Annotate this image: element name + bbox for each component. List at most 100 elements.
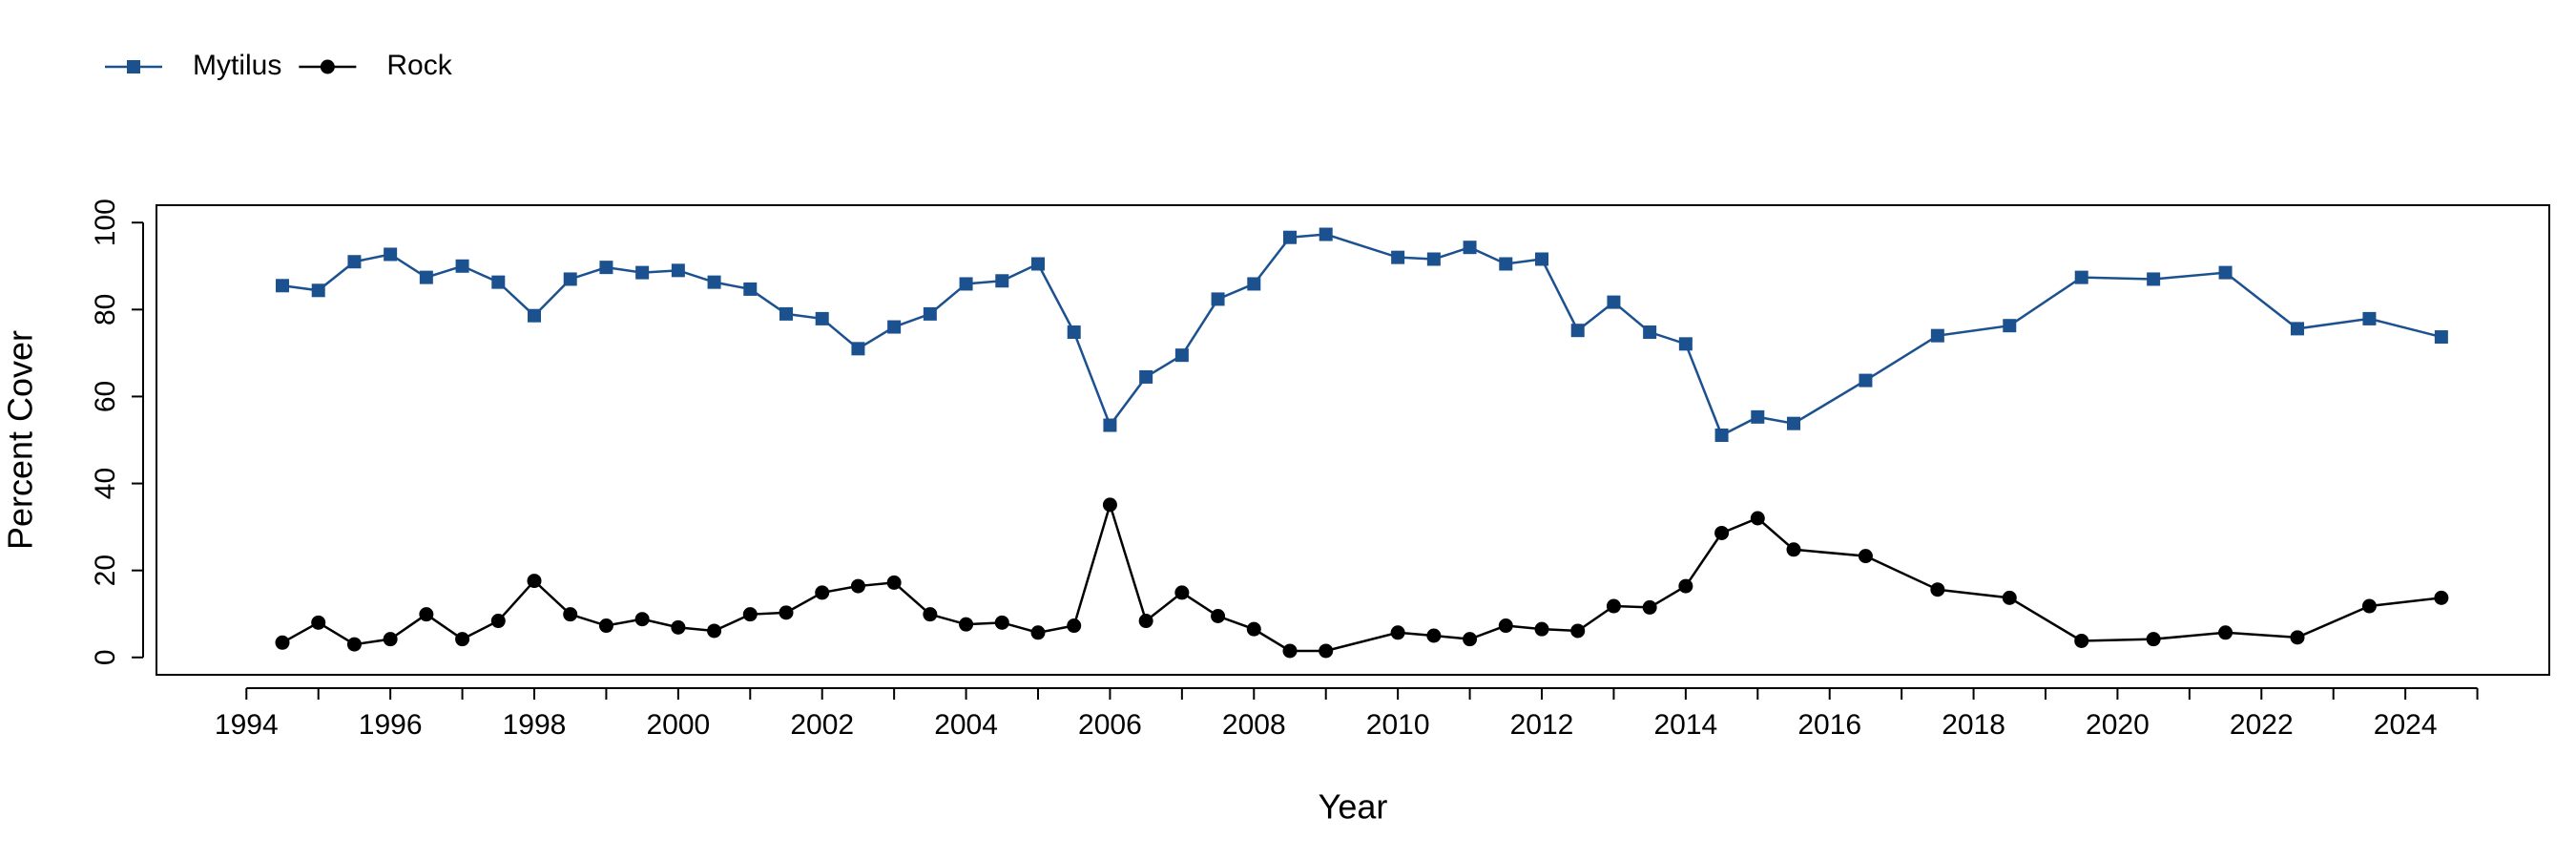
data-point [707, 623, 722, 639]
plot-frame [156, 204, 2550, 676]
data-point [1283, 230, 1297, 244]
data-point [887, 320, 902, 334]
data-point [383, 632, 398, 647]
data-point [491, 275, 506, 289]
data-point [994, 615, 1009, 630]
data-point [276, 279, 289, 293]
data-point [1751, 409, 1765, 424]
data-point [1138, 614, 1153, 629]
data-point [851, 342, 865, 356]
data-point [779, 605, 794, 620]
data-point [995, 274, 1009, 288]
y-tick-label: 100 [90, 199, 121, 246]
data-point [923, 306, 937, 321]
data-point [2290, 630, 2305, 645]
data-point [455, 259, 469, 273]
x-tick-label: 2004 [934, 709, 998, 741]
data-point [2074, 633, 2089, 648]
data-point [1067, 325, 1081, 340]
legend-label: Mytilus [193, 50, 281, 81]
x-tick-label: 2006 [1078, 709, 1142, 741]
x-tick-label: 2016 [1797, 709, 1861, 741]
data-point [1139, 369, 1153, 384]
data-point [598, 618, 613, 634]
data-point [815, 585, 830, 600]
data-point [419, 270, 433, 284]
x-tick-label: 2000 [646, 709, 710, 741]
data-point [1535, 252, 1548, 266]
data-point [599, 261, 613, 275]
data-point [2002, 590, 2017, 605]
data-point [1714, 525, 1730, 540]
data-point [1103, 418, 1117, 432]
x-tick-label: 2018 [1942, 709, 2005, 741]
data-point [1031, 257, 1045, 271]
data-point [1067, 618, 1082, 634]
data-point [1174, 348, 1189, 363]
data-point [850, 578, 865, 594]
data-point [2434, 590, 2449, 605]
y-tick-label: 40 [90, 468, 121, 499]
data-point [528, 308, 541, 323]
data-point [1319, 643, 1334, 659]
data-point [1211, 609, 1226, 623]
data-point [635, 265, 650, 280]
data-point [347, 255, 362, 269]
data-point [1498, 618, 1513, 634]
data-point [1390, 625, 1405, 640]
data-point [527, 574, 542, 589]
x-tick-label: 1994 [215, 709, 279, 741]
data-point [634, 612, 650, 627]
y-tick-label: 60 [90, 381, 121, 412]
data-point [1282, 643, 1298, 659]
data-point [2362, 311, 2377, 325]
data-point [2147, 272, 2161, 286]
data-point [384, 247, 398, 262]
data-point [1391, 250, 1405, 264]
data-point [1426, 252, 1441, 266]
x-tick-label: 2002 [790, 709, 854, 741]
data-point [1714, 428, 1729, 442]
data-point [2434, 330, 2448, 345]
data-point [1211, 292, 1225, 306]
data-point [1786, 542, 1801, 557]
x-tick-label: 2022 [2230, 709, 2294, 741]
data-point [1570, 623, 1586, 639]
data-point [1930, 582, 1945, 597]
x-tick-label: 2010 [1366, 709, 1430, 741]
x-tick-label: 2008 [1222, 709, 1286, 741]
data-point [563, 272, 577, 286]
x-tick-label: 1996 [359, 709, 423, 741]
data-point [815, 311, 829, 325]
legend-marker [127, 60, 140, 73]
data-point [1787, 416, 1800, 430]
x-tick-label: 2012 [1510, 709, 1574, 741]
x-tick-label: 2014 [1653, 709, 1717, 741]
data-point [2074, 270, 2088, 284]
y-tick-label: 0 [90, 649, 121, 665]
data-point [959, 617, 974, 632]
data-point [707, 275, 721, 289]
data-point [959, 277, 973, 291]
data-point [742, 607, 758, 622]
data-point [1678, 578, 1693, 594]
data-point [490, 614, 506, 629]
data-point [346, 637, 362, 652]
data-point [1246, 621, 1261, 637]
data-point [1859, 373, 1873, 388]
data-point [1463, 241, 1477, 255]
data-point [2291, 322, 2304, 336]
data-point [275, 635, 290, 650]
data-point [1499, 257, 1513, 271]
x-tick-label: 2024 [2374, 709, 2438, 741]
data-point [671, 619, 686, 635]
data-point [1030, 625, 1046, 640]
data-point [923, 607, 938, 622]
data-point [2361, 598, 2377, 614]
data-point [1678, 337, 1693, 351]
data-point [886, 575, 902, 590]
data-point [1319, 227, 1333, 241]
data-point [2218, 625, 2233, 640]
y-tick-label: 20 [90, 555, 121, 586]
legend-label: Rock [386, 50, 452, 81]
